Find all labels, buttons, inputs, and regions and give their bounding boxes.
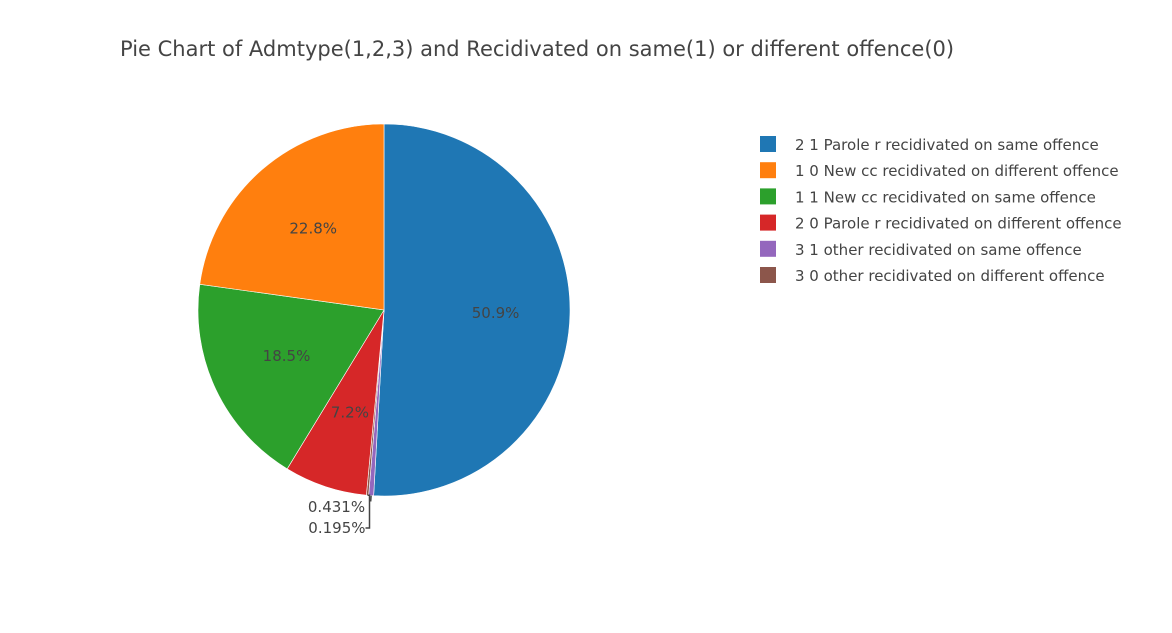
legend-label: 3 0 other recidivated on different offen… — [795, 267, 1105, 285]
legend-swatch — [760, 136, 776, 152]
legend-swatch — [760, 162, 776, 179]
legend-item-2-1-parole-r-recidivated-on-same-offence[interactable]: 2 1 Parole r recidivated on same offence — [760, 136, 1099, 154]
chart-title: Pie Chart of Admtype(1,2,3) and Recidiva… — [120, 37, 954, 61]
pie-slice-1-1-new-cc-recidivated-on-same-offence[interactable] — [197, 283, 385, 470]
legend-item-2-0-parole-r-recidivated-on-different-offence[interactable]: 2 0 Parole r recidivated on different of… — [760, 214, 1122, 233]
pie-slice-1-0-new-cc-recidivated-on-different-offence[interactable] — [199, 123, 385, 311]
legend-label: 2 1 Parole r recidivated on same offence — [795, 136, 1099, 154]
slice-label-1-0-new-cc-recidivated-on-different-offence: 22.8% — [289, 220, 337, 238]
legend-item-3-0-other-recidivated-on-different-offence[interactable]: 3 0 other recidivated on different offen… — [760, 267, 1105, 285]
pie-slices — [197, 123, 571, 497]
slice-label-1-1-new-cc-recidivated-on-same-offence: 18.5% — [263, 347, 311, 365]
legend-item-3-1-other-recidivated-on-same-offence[interactable]: 3 1 other recidivated on same offence — [760, 240, 1082, 259]
legend-label: 2 0 Parole r recidivated on different of… — [795, 215, 1122, 233]
pie-slice-labels: 50.9% 22.8% 18.5% 7.2% — [263, 220, 520, 422]
legend-label: 1 1 New cc recidivated on same offence — [795, 188, 1096, 206]
legend-swatch — [760, 267, 776, 283]
pie-outside-labels: 0.431% 0.195% — [308, 494, 372, 537]
leader-line-3-0-other-recidivated-on-different-offence — [365, 494, 371, 529]
legend: 2 1 Parole r recidivated on same offence… — [760, 136, 1122, 285]
legend-swatch — [760, 214, 776, 231]
legend-item-1-1-new-cc-recidivated-on-same-offence[interactable]: 1 1 New cc recidivated on same offence — [760, 188, 1096, 206]
slice-label-3-0-other-recidivated-on-different-offence: 0.195% — [308, 519, 365, 537]
legend-item-1-0-new-cc-recidivated-on-different-offence[interactable]: 1 0 New cc recidivated on different offe… — [760, 162, 1119, 180]
legend-label: 1 0 New cc recidivated on different offe… — [795, 162, 1119, 180]
legend-label: 3 1 other recidivated on same offence — [795, 241, 1082, 259]
legend-swatch — [760, 240, 776, 257]
slice-label-2-1-parole-r-recidivated-on-same-offence: 50.9% — [472, 304, 520, 322]
legend-swatch — [760, 188, 776, 205]
pie-slice-2-1-parole-r-recidivated-on-same-offence[interactable] — [373, 123, 571, 497]
slice-label-3-1-other-recidivated-on-same-offence: 0.431% — [308, 498, 365, 516]
slice-label-2-0-parole-r-recidivated-on-different-offence: 7.2% — [331, 403, 369, 421]
